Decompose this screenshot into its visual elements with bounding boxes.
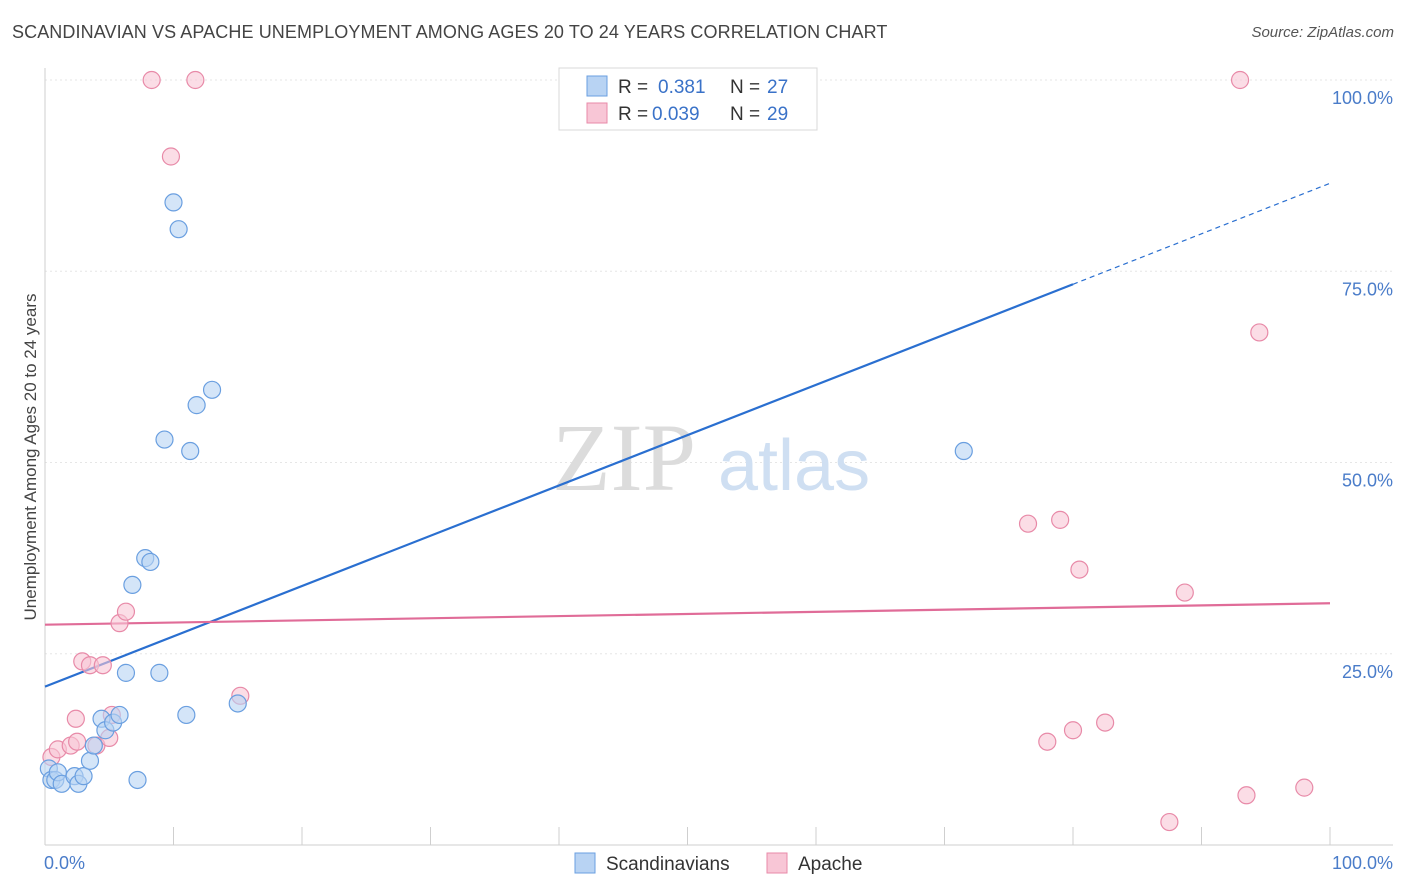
grid-lines bbox=[45, 79, 1393, 655]
apache-point bbox=[161, 147, 181, 166]
legend-label-scandinavians: Scandinavians bbox=[606, 854, 730, 875]
x-tick-label: 100.0% bbox=[1332, 853, 1393, 873]
watermark: ZIP atlas bbox=[552, 404, 870, 511]
legend-swatch-apache bbox=[586, 102, 608, 124]
scandinavian-point bbox=[177, 705, 196, 725]
apache-point bbox=[1096, 713, 1115, 732]
scandinavian-point bbox=[202, 380, 222, 399]
scandinavian-point bbox=[141, 552, 160, 572]
watermark-atlas: atlas bbox=[718, 426, 870, 506]
apache-point bbox=[1175, 583, 1194, 602]
axes bbox=[44, 68, 1393, 846]
apache-point bbox=[66, 709, 85, 728]
y-tick-label: 75.0% bbox=[1342, 279, 1393, 299]
legend-swatch-scandinavians bbox=[574, 852, 596, 874]
y-tick-labels: 25.0% 50.0% 75.0% 100.0% bbox=[1332, 88, 1393, 682]
stats-legend: R = 0.381 N = 27 R = 0.039 N = 29 bbox=[558, 67, 818, 131]
scandinavian-point bbox=[74, 767, 93, 786]
chart-title: SCANDINAVIAN VS APACHE UNEMPLOYMENT AMON… bbox=[12, 22, 888, 42]
trend-line bbox=[44, 283, 1074, 688]
scandinavian-point bbox=[128, 770, 147, 790]
legend-r-label: R = bbox=[618, 77, 648, 98]
scandinavian-point bbox=[169, 220, 188, 239]
y-tick-label: 100.0% bbox=[1332, 88, 1393, 108]
x-tick-label: 0.0% bbox=[44, 853, 85, 873]
trend-line-extension bbox=[1072, 182, 1331, 285]
legend-label-apache: Apache bbox=[798, 854, 862, 875]
apache-point bbox=[186, 70, 205, 90]
apache-point bbox=[1295, 778, 1314, 797]
legend-swatch-apache bbox=[766, 852, 788, 874]
legend-r-value: 0.039 bbox=[652, 104, 700, 125]
scandinavian-point bbox=[954, 441, 973, 461]
legend-r-value: 0.381 bbox=[658, 77, 706, 98]
apache-point bbox=[1038, 732, 1057, 751]
legend-n-label: N = bbox=[730, 104, 760, 125]
apache-point bbox=[142, 70, 161, 90]
scandinavian-point bbox=[228, 694, 247, 713]
apache-point bbox=[93, 656, 112, 675]
scandinavian-point bbox=[110, 705, 129, 725]
y-tick-label: 25.0% bbox=[1342, 662, 1393, 682]
legend-r-label: R = bbox=[618, 104, 648, 125]
watermark-zip: ZIP bbox=[552, 404, 696, 511]
apache-point bbox=[1063, 721, 1083, 740]
y-axis-label: Unemployment Among Ages 20 to 24 years bbox=[21, 294, 40, 621]
x-tick-labels: 0.0% 100.0% bbox=[44, 853, 1393, 873]
scandinavian-point bbox=[187, 396, 206, 415]
trend-lines bbox=[44, 182, 1331, 688]
source-label: Source: ZipAtlas.com bbox=[1251, 24, 1394, 41]
scandinavian-point bbox=[84, 736, 103, 755]
scandinavian-point bbox=[181, 441, 200, 461]
scandinavian-point bbox=[80, 751, 100, 770]
apache-point bbox=[1051, 510, 1070, 529]
scandinavian-point bbox=[155, 430, 174, 449]
legend-n-label: N = bbox=[730, 77, 760, 98]
y-tick-label: 50.0% bbox=[1342, 471, 1393, 491]
apache-point bbox=[1018, 514, 1038, 533]
apache-point bbox=[1250, 323, 1269, 342]
apache-point bbox=[116, 602, 136, 621]
apache-point bbox=[68, 732, 87, 751]
legend-n-value: 29 bbox=[767, 104, 788, 125]
apache-point bbox=[1230, 70, 1250, 90]
apache-point bbox=[1237, 786, 1256, 805]
legend-swatch-scandinavians bbox=[586, 75, 608, 97]
legend-n-value: 27 bbox=[767, 77, 788, 98]
apache-point bbox=[1160, 812, 1179, 832]
scandinavian-point bbox=[123, 575, 142, 595]
scandinavian-point bbox=[150, 663, 169, 682]
series-legend: Scandinavians Apache bbox=[574, 852, 862, 875]
trend-line bbox=[44, 602, 1331, 626]
scandinavian-point bbox=[164, 193, 183, 212]
apache-point bbox=[1070, 560, 1089, 579]
scandinavian-point bbox=[116, 663, 136, 682]
data-points bbox=[39, 70, 1314, 832]
